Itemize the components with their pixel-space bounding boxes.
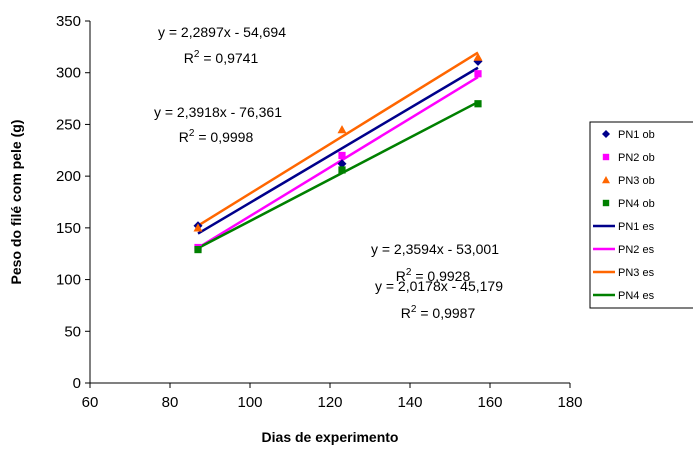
x-ticks: 60 80 100 120 140 160 180 (82, 383, 583, 411)
trendline-equation: y = 2,3594x - 53,001 (371, 241, 499, 257)
x-tick-label: 180 (557, 394, 582, 411)
r-squared-superscript: 2 (411, 304, 417, 315)
point-pn4-ob (338, 166, 346, 174)
legend-box (589, 121, 693, 309)
point-pn3-ob (473, 52, 483, 61)
y-tick-label: 50 (64, 323, 81, 340)
r-squared-equals: = (416, 305, 432, 321)
r-squared-value: 0,9928 (427, 268, 470, 284)
r-squared-equals: = (199, 50, 215, 66)
legend-marker (602, 130, 610, 138)
legend-marker (602, 176, 610, 184)
legend-label: PN4 es (618, 290, 655, 302)
trendline-pn3-es (197, 51, 479, 227)
y-axis-title: Peso do filé com pele (g) (8, 120, 24, 285)
r-squared-label: R2 = 0,9741 (184, 49, 259, 66)
x-tick-label: 140 (397, 394, 422, 411)
r-squared-prefix: R (184, 50, 194, 66)
x-axis-title: Dias de experimento (262, 429, 399, 445)
point-pn3-ob (337, 125, 347, 134)
plot-area (89, 21, 570, 384)
r-squared-superscript: 2 (406, 267, 412, 278)
trendline-equation: y = 2,0178x - 45,179 (375, 278, 503, 294)
point-pn4-ob (194, 245, 202, 254)
trendlines (197, 51, 479, 250)
trendline-pn4-es (197, 100, 479, 250)
point-pn4-ob (474, 100, 482, 108)
r-squared-value: 0,9998 (210, 129, 253, 145)
legend-items: PN1 ob PN2 ob PN3 ob PN4 ob PN1 es PN2 es PN3 … (593, 129, 655, 302)
legend-label: PN2 ob (618, 152, 655, 164)
legend-marker (602, 199, 610, 207)
y-tick-label: 250 (56, 116, 81, 133)
x-tick-label: 120 (317, 394, 342, 411)
r-squared-prefix: R (396, 268, 406, 284)
legend-label: PN1 ob (618, 129, 655, 141)
r-squared-label: R2 = 0,9987 (401, 304, 476, 321)
legend-label: PN4 ob (618, 198, 655, 210)
legend-label: PN1 es (618, 221, 655, 233)
x-tick-label: 60 (82, 394, 99, 411)
x-tick-label: 160 (477, 394, 502, 411)
legend-label: PN3 es (618, 267, 655, 279)
legend: PN1 ob PN2 ob PN3 ob PN4 ob PN1 es PN2 es PN3 … (589, 121, 693, 309)
y-tick-label: 200 (56, 168, 81, 185)
point-pn2-ob (474, 70, 482, 78)
point-pn1-ob (337, 159, 347, 169)
r-squared-value: 0,9987 (432, 305, 475, 321)
trendline-equation: y = 2,2897x - 54,694 (158, 24, 286, 40)
y-ticks: 0 50 100 150 200 250 300 350 (56, 13, 90, 392)
trendline-pn1-es (197, 66, 479, 235)
y-tick-label: 300 (56, 65, 81, 82)
r-squared-label: R2 = 0,9998 (179, 128, 254, 145)
r-squared-value: 0,9741 (215, 50, 258, 66)
x-tick-label: 80 (162, 394, 179, 411)
x-tick-label: 100 (237, 394, 262, 411)
r-squared-prefix: R (401, 305, 411, 321)
y-tick-label: 0 (73, 375, 81, 392)
r-squared-superscript: 2 (194, 49, 200, 60)
point-pn3-ob (193, 223, 203, 232)
trendline-equation: y = 2,3918x - 76,361 (154, 104, 282, 120)
y-tick-label: 100 (56, 272, 81, 289)
trendline-pn2-es (197, 75, 479, 249)
r-squared-equals: = (194, 129, 210, 145)
y-tick-label: 150 (56, 220, 81, 237)
r-squared-equals: = (411, 268, 427, 284)
y-tick-label: 350 (56, 13, 81, 30)
legend-marker (602, 153, 610, 161)
legend-label: PN2 es (618, 244, 655, 256)
r-squared-prefix: R (179, 129, 189, 145)
legend-label: PN3 ob (618, 175, 655, 187)
r-squared-label: R2 = 0,9928 (396, 267, 471, 284)
point-pn2-ob (338, 151, 346, 160)
r-squared-superscript: 2 (189, 128, 195, 139)
data-points (193, 52, 483, 254)
